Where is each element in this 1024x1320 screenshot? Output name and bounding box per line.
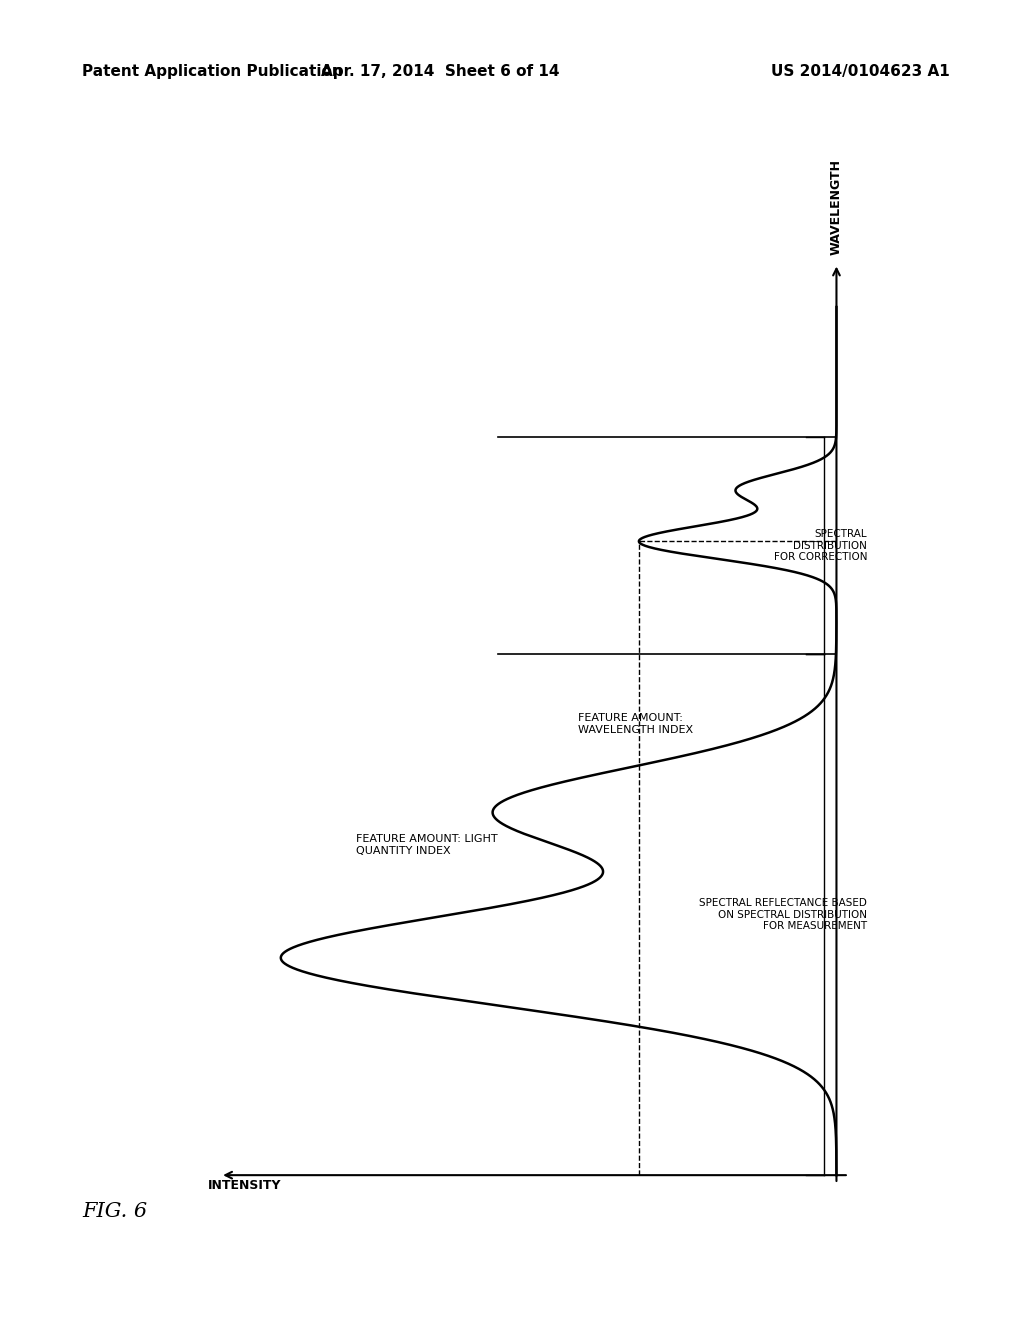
- Text: US 2014/0104623 A1: US 2014/0104623 A1: [771, 63, 949, 79]
- Text: FEATURE AMOUNT:
WAVELENGTH INDEX: FEATURE AMOUNT: WAVELENGTH INDEX: [578, 713, 693, 734]
- Text: SPECTRAL REFLECTANCE BASED
ON SPECTRAL DISTRIBUTION
FOR MEASUREMENT: SPECTRAL REFLECTANCE BASED ON SPECTRAL D…: [699, 898, 867, 932]
- Text: Apr. 17, 2014  Sheet 6 of 14: Apr. 17, 2014 Sheet 6 of 14: [322, 63, 559, 79]
- Text: INTENSITY: INTENSITY: [208, 1180, 282, 1192]
- Text: SPECTRAL
DISTRIBUTION
FOR CORRECTION: SPECTRAL DISTRIBUTION FOR CORRECTION: [774, 529, 867, 562]
- Text: Patent Application Publication: Patent Application Publication: [82, 63, 343, 79]
- Text: WAVELENGTH: WAVELENGTH: [830, 158, 843, 255]
- Text: FIG. 6: FIG. 6: [82, 1203, 147, 1221]
- Text: FEATURE AMOUNT: LIGHT
QUANTITY INDEX: FEATURE AMOUNT: LIGHT QUANTITY INDEX: [355, 834, 498, 857]
